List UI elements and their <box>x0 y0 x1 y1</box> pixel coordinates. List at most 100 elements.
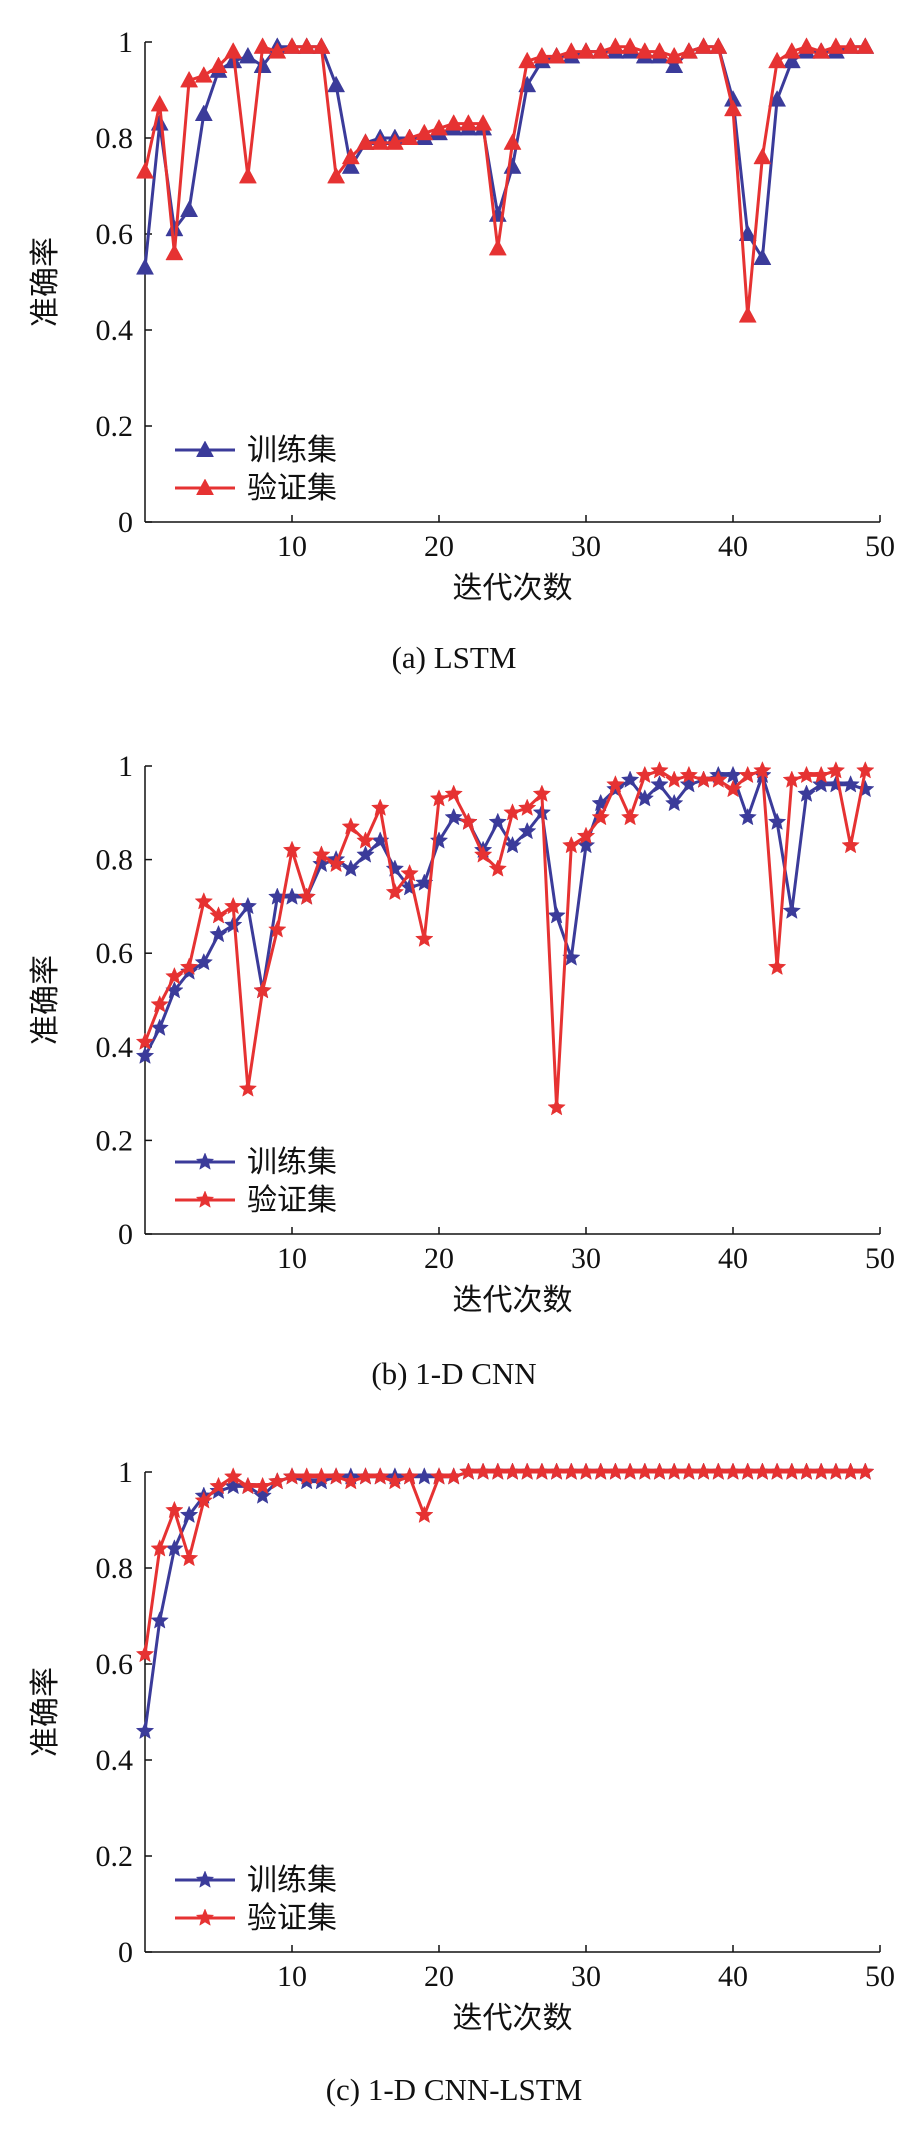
chart-caption: (c) 1-D CNN-LSTM <box>325 2072 583 2107</box>
series-validation <box>135 761 875 1116</box>
data-point <box>841 1462 860 1480</box>
data-point <box>430 118 448 136</box>
x-axis-title: 迭代次数 <box>453 2001 573 2036</box>
data-point <box>841 37 860 54</box>
data-point <box>238 1079 258 1097</box>
data-point <box>782 51 801 69</box>
y-tick-label: 0.6 <box>96 1648 134 1681</box>
data-point <box>591 1462 610 1480</box>
data-point <box>856 779 875 798</box>
y-axis-title: 准确率 <box>28 1667 63 1757</box>
x-tick-label: 30 <box>571 530 601 563</box>
data-point <box>297 887 316 905</box>
data-point <box>253 37 272 54</box>
legend-label: 验证集 <box>247 471 337 506</box>
data-point <box>694 37 713 54</box>
data-point <box>841 835 860 854</box>
data-point <box>856 1462 875 1480</box>
data-point <box>444 807 463 826</box>
data-point <box>326 854 346 873</box>
data-point <box>738 807 757 826</box>
data-point <box>194 952 214 971</box>
data-point <box>370 798 390 816</box>
x-axis-title: 迭代次数 <box>453 1283 573 1318</box>
data-point <box>650 1462 669 1480</box>
data-point <box>385 133 404 150</box>
data-point <box>473 1462 493 1480</box>
data-point <box>606 775 625 793</box>
legend-marker <box>196 440 214 457</box>
data-point <box>797 1462 816 1480</box>
data-point <box>576 826 596 845</box>
data-point <box>782 770 802 788</box>
data-point <box>532 784 552 802</box>
data-point <box>664 793 684 812</box>
data-point <box>326 1467 346 1485</box>
data-point <box>856 37 875 54</box>
data-point <box>664 1462 684 1480</box>
y-tick-label: 1 <box>118 1456 133 1489</box>
data-point <box>150 1611 169 1629</box>
data-point <box>664 770 684 788</box>
data-point <box>150 995 169 1013</box>
data-point <box>209 1476 228 1495</box>
data-point <box>606 37 625 54</box>
data-point <box>356 845 375 863</box>
data-point <box>635 42 654 59</box>
legend-marker <box>195 1190 215 1208</box>
data-point <box>400 878 419 896</box>
data-point <box>400 128 419 145</box>
data-point <box>577 42 595 59</box>
data-point <box>812 42 831 59</box>
data-point <box>811 1462 831 1480</box>
data-point <box>297 37 316 54</box>
y-axis-title: 准确率 <box>28 237 63 327</box>
x-tick-label: 20 <box>424 530 454 563</box>
data-point <box>371 133 390 150</box>
data-point <box>268 1471 287 1490</box>
data-point <box>400 1467 419 1485</box>
legend-marker <box>195 1152 215 1170</box>
data-point <box>782 901 802 919</box>
data-point <box>518 51 537 69</box>
data-point <box>488 238 507 256</box>
y-tick-label: 0.6 <box>96 937 134 970</box>
data-point <box>253 980 272 999</box>
data-point <box>591 807 610 826</box>
data-point <box>385 882 405 901</box>
data-point <box>341 817 361 835</box>
data-point <box>341 147 360 165</box>
data-point <box>488 1462 508 1480</box>
data-point <box>150 1539 169 1557</box>
data-point <box>327 166 346 184</box>
data-point <box>283 37 301 54</box>
y-tick-label: 1 <box>118 26 133 59</box>
y-tick-label: 0.8 <box>96 1552 134 1585</box>
data-point <box>694 770 713 788</box>
data-point <box>635 765 655 784</box>
data-point <box>562 42 581 59</box>
data-point <box>429 789 449 807</box>
data-point <box>268 42 287 59</box>
data-point <box>253 56 272 73</box>
data-point <box>724 99 742 117</box>
data-point <box>312 37 331 54</box>
data-point <box>650 42 669 59</box>
legend-label: 训练集 <box>247 433 337 468</box>
data-point <box>165 1500 184 1519</box>
data-point <box>370 1467 390 1485</box>
data-point <box>562 835 581 854</box>
legend-label: 验证集 <box>247 1183 337 1218</box>
data-point <box>650 761 669 779</box>
data-point <box>341 859 361 877</box>
data-point <box>620 770 640 788</box>
y-tick-label: 0 <box>118 1936 133 1969</box>
chart-panel-lstm: 0 0.2 0.4 0.6 0.8 1 10 20 30 40 50 迭代次数 准确率 训练集 验证集 (a… <box>0 0 908 700</box>
data-point <box>517 1462 537 1480</box>
data-point <box>547 46 566 64</box>
data-point <box>179 1505 199 1524</box>
series-validation <box>136 37 875 323</box>
chart-caption: (b) 1-D CNN <box>371 1356 537 1391</box>
x-tick-label: 30 <box>571 1960 601 1993</box>
x-tick-label: 10 <box>277 1960 307 1993</box>
